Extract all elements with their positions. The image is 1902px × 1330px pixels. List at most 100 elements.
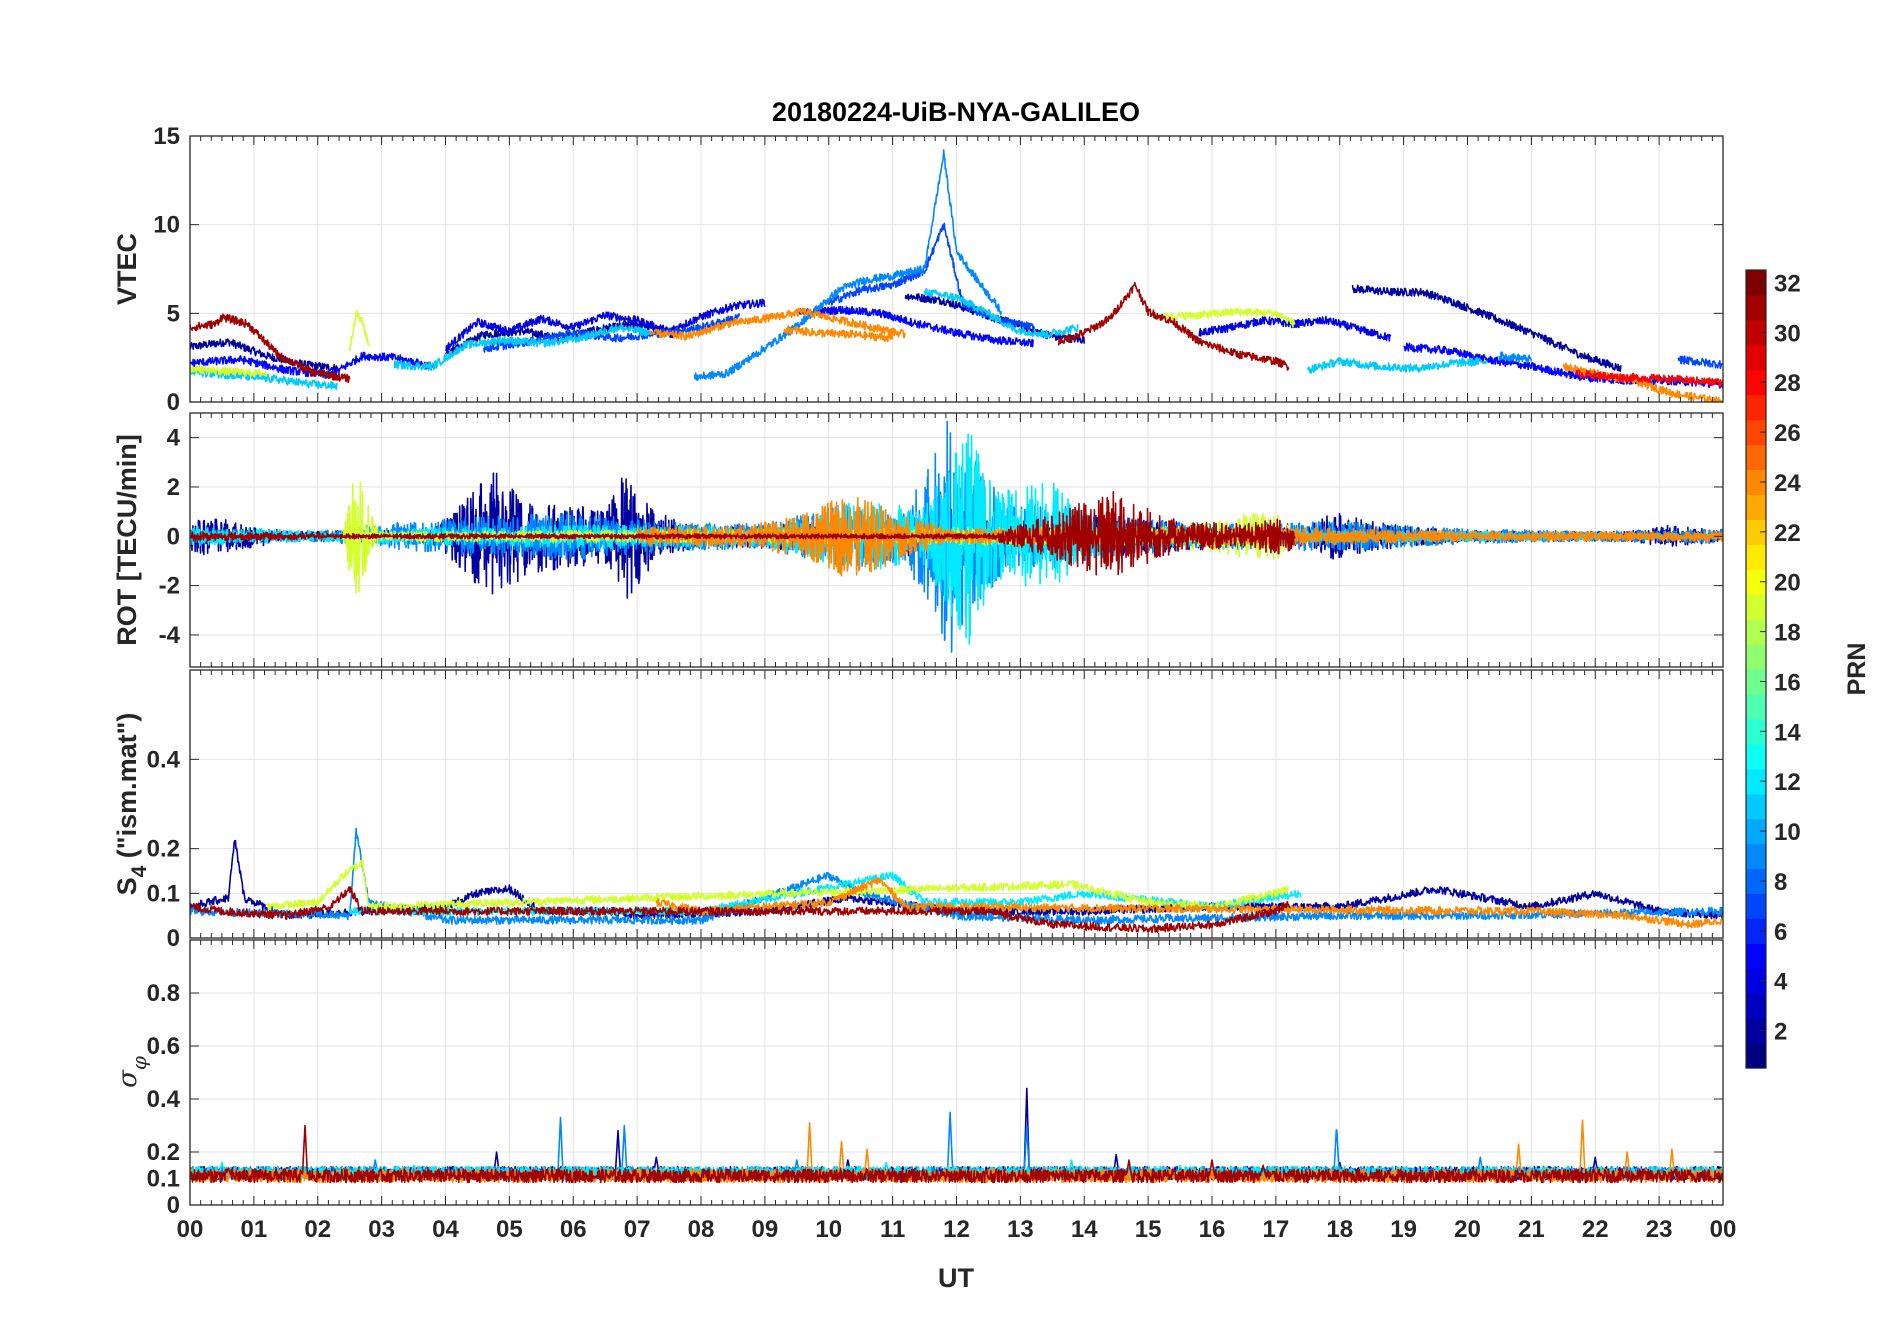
colorbar-step <box>1746 943 1766 969</box>
grid <box>190 670 1723 939</box>
colorbar-step <box>1746 619 1766 645</box>
colorbar-tick-label: 24 <box>1774 470 1801 497</box>
y-tick-label: 0.4 <box>147 1086 181 1113</box>
colorbar-tick-label: 28 <box>1774 370 1801 397</box>
colorbar-tick-label: 26 <box>1774 420 1801 447</box>
colorbar-step <box>1746 843 1766 870</box>
series-group <box>190 149 1723 402</box>
y-tick-label: 15 <box>153 123 180 150</box>
colorbar-step <box>1746 793 1766 820</box>
x-ticks <box>189 670 1724 938</box>
x-tick-label: 16 <box>1199 1216 1226 1243</box>
x-axis-label: UT <box>938 1263 974 1293</box>
colorbar-step <box>1746 893 1766 919</box>
colorbar-step <box>1746 818 1766 845</box>
colorbar-tick-label: 4 <box>1774 969 1788 996</box>
colorbar-tick-label: 8 <box>1774 869 1787 896</box>
colorbar-step <box>1746 294 1766 321</box>
chart-title: 20180224-UiB-NYA-GALILEO <box>772 97 1140 127</box>
y-tick-label: 0 <box>167 389 180 416</box>
colorbar-step <box>1746 693 1766 720</box>
colorbar-step <box>1746 594 1766 620</box>
x-tick-label: 04 <box>432 1216 459 1243</box>
series-prn-24 <box>649 307 907 341</box>
x-tick-label: 11 <box>880 1216 905 1243</box>
colorbar-tick-label: 18 <box>1774 620 1801 647</box>
series-prn-11 <box>393 323 651 371</box>
x-tick-label: 21 <box>1518 1216 1545 1243</box>
colorbar-step <box>1746 519 1766 545</box>
colorbar-tick-label: 14 <box>1774 719 1801 746</box>
x-tick-label: 22 <box>1582 1216 1609 1243</box>
colorbar-step <box>1746 419 1766 446</box>
series-group <box>190 1087 1723 1184</box>
y-tick-label: -4 <box>159 622 181 649</box>
colorbar-step <box>1746 1018 1766 1044</box>
y-tick-label: 0.4 <box>147 746 181 773</box>
colorbar-step <box>1746 369 1766 396</box>
colorbar-step <box>1746 344 1766 371</box>
colorbar-step <box>1746 644 1766 670</box>
series-prn-24 <box>190 1119 1723 1184</box>
colorbar-step <box>1746 968 1766 994</box>
x-tick-label: 09 <box>752 1216 779 1243</box>
panel-s4: 00.10.20.4S4 ("ism.mat") <box>112 669 1724 952</box>
colorbar-frame <box>1745 269 1767 1069</box>
series-prn-31 <box>190 886 1290 934</box>
colorbar-step <box>1746 718 1766 745</box>
y-axis-label-rest: ("ism.mat") <box>112 713 142 866</box>
series-prn-31 <box>190 1124 1723 1184</box>
series-group <box>190 420 1723 653</box>
colorbar-step <box>1746 1043 1766 1069</box>
x-tick-labels: 00 01 02 03 04 05 06 07 08 09 10 11 12 13 14 15 16 17 18 19… <box>177 1216 1737 1243</box>
x-ticks <box>189 940 1724 1205</box>
series-prn-11 <box>190 367 338 390</box>
x-tick-label: 12 <box>943 1216 970 1243</box>
x-tick-label: 02 <box>304 1216 331 1243</box>
colorbar-step <box>1746 494 1766 520</box>
series-prn-11 <box>1307 356 1488 374</box>
y-tick-label: 0.6 <box>147 1033 180 1060</box>
series-prn-7 <box>483 313 741 353</box>
panel-rot: -4 -2 0 2 4 ROT [TECU/min] <box>112 412 1724 668</box>
y-axis-label: ROT [TECU/min] <box>112 434 142 645</box>
panel-vtec: 0 5 10 15 VTEC <box>112 123 1724 416</box>
colorbar-tick-label: 10 <box>1774 819 1801 846</box>
y-axis-label: S4 ("ism.mat") <box>112 713 151 896</box>
series-group <box>190 827 1723 934</box>
x-tick-label: 07 <box>624 1216 651 1243</box>
colorbar-step <box>1746 993 1766 1019</box>
colorbar-step <box>1746 918 1766 944</box>
colorbar-tick-label: 22 <box>1774 520 1801 547</box>
colorbar-step <box>1746 270 1766 296</box>
series-prn-11 <box>923 287 1079 339</box>
series-prn-9 <box>190 827 1723 925</box>
colorbar-tick-label: 12 <box>1774 769 1801 796</box>
series-prn-24 <box>783 325 894 343</box>
y-tick-label: 0.1 <box>147 880 180 907</box>
x-tick-label: 15 <box>1135 1216 1162 1243</box>
y-axis-label-sub: 4 <box>128 865 151 877</box>
y-tick-label: 5 <box>167 300 180 327</box>
x-tick-label: 05 <box>496 1216 523 1243</box>
x-tick-label: 17 <box>1263 1216 1290 1243</box>
x-tick-label: 06 <box>560 1216 587 1243</box>
x-tick-label: 08 <box>688 1216 715 1243</box>
series-prn-4 <box>445 298 766 352</box>
series-prn-4 <box>1198 315 1392 342</box>
y-tick-label: 10 <box>153 212 180 239</box>
y-axis-label-sub: φ <box>127 1056 151 1070</box>
colorbar-step <box>1746 768 1766 795</box>
x-tick-label: 19 <box>1390 1216 1417 1243</box>
x-tick-label: 10 <box>815 1216 842 1243</box>
y-tick-label: 0 <box>167 1192 180 1219</box>
series-prn-9 <box>693 149 1002 381</box>
colorbar-label: PRN <box>1843 643 1871 696</box>
colorbar-step <box>1746 743 1766 770</box>
colorbar-step <box>1746 868 1766 895</box>
series-prn-19 <box>266 860 1290 912</box>
colorbar-tick-label: 2 <box>1774 1019 1787 1046</box>
